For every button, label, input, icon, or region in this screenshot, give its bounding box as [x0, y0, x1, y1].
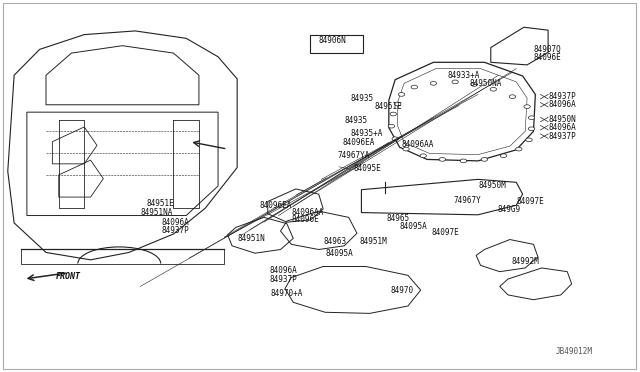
Text: 84951E: 84951E	[147, 199, 175, 208]
Text: 84951NA: 84951NA	[140, 208, 173, 217]
Text: 84933+A: 84933+A	[447, 71, 480, 80]
Circle shape	[394, 102, 401, 106]
Text: 84992M: 84992M	[511, 257, 539, 266]
Text: FRONT: FRONT	[56, 272, 81, 281]
Circle shape	[490, 87, 497, 91]
Text: 84951N: 84951N	[237, 234, 265, 243]
Text: 84950M: 84950M	[478, 181, 506, 190]
Circle shape	[529, 127, 535, 131]
Text: 84096E: 84096E	[534, 53, 561, 62]
Circle shape	[460, 159, 467, 163]
Circle shape	[403, 147, 409, 151]
Text: 84963: 84963	[323, 237, 346, 246]
Text: 84095A: 84095A	[399, 222, 428, 231]
Text: 84096E: 84096E	[291, 215, 319, 224]
Text: 84970: 84970	[390, 286, 413, 295]
Circle shape	[524, 105, 531, 109]
Text: 74967YA: 74967YA	[338, 151, 370, 160]
Text: 84096EA: 84096EA	[342, 138, 374, 147]
Circle shape	[526, 138, 532, 142]
Text: 84095A: 84095A	[325, 249, 353, 258]
Text: 84096A: 84096A	[162, 218, 189, 227]
Text: 84937P: 84937P	[548, 132, 576, 141]
Circle shape	[500, 154, 507, 158]
Text: 74967Y: 74967Y	[454, 196, 481, 205]
Text: 84097E: 84097E	[516, 197, 544, 206]
Text: 84951E: 84951E	[374, 102, 402, 111]
Text: 849G9: 849G9	[497, 205, 520, 215]
Text: 84096A: 84096A	[269, 266, 297, 275]
Circle shape	[411, 85, 417, 89]
Circle shape	[529, 116, 535, 119]
Circle shape	[390, 112, 396, 116]
Text: 84096EA: 84096EA	[259, 201, 292, 210]
Text: 84965: 84965	[387, 214, 410, 223]
Circle shape	[398, 93, 404, 96]
Circle shape	[420, 154, 426, 158]
Text: 84907Q: 84907Q	[534, 45, 561, 54]
Text: 84935: 84935	[344, 116, 367, 125]
Text: 84095E: 84095E	[353, 164, 381, 173]
Circle shape	[481, 158, 488, 161]
Circle shape	[388, 124, 394, 128]
Circle shape	[509, 95, 516, 99]
Circle shape	[452, 80, 458, 84]
Text: 84937P: 84937P	[548, 92, 576, 101]
Text: 84906N: 84906N	[319, 36, 346, 45]
Text: 84096AA: 84096AA	[291, 208, 324, 217]
Circle shape	[439, 158, 445, 161]
Circle shape	[430, 81, 436, 85]
Circle shape	[471, 83, 477, 86]
Text: 84970+A: 84970+A	[270, 289, 303, 298]
Text: 84950NA: 84950NA	[470, 79, 502, 88]
Text: 84950N: 84950N	[548, 115, 576, 124]
Text: 84097E: 84097E	[431, 228, 460, 237]
Text: JB49012M: JB49012M	[556, 347, 593, 356]
Text: 84935: 84935	[351, 94, 374, 103]
Text: 84937P: 84937P	[269, 275, 297, 283]
Text: 84096A: 84096A	[548, 100, 576, 109]
Text: 84937P: 84937P	[162, 226, 189, 235]
Text: 84096A: 84096A	[548, 123, 576, 132]
Text: 84096AA: 84096AA	[401, 140, 434, 149]
Text: 84935+A: 84935+A	[351, 129, 383, 138]
Circle shape	[516, 147, 522, 151]
Circle shape	[392, 137, 398, 141]
Text: 84951M: 84951M	[360, 237, 387, 246]
